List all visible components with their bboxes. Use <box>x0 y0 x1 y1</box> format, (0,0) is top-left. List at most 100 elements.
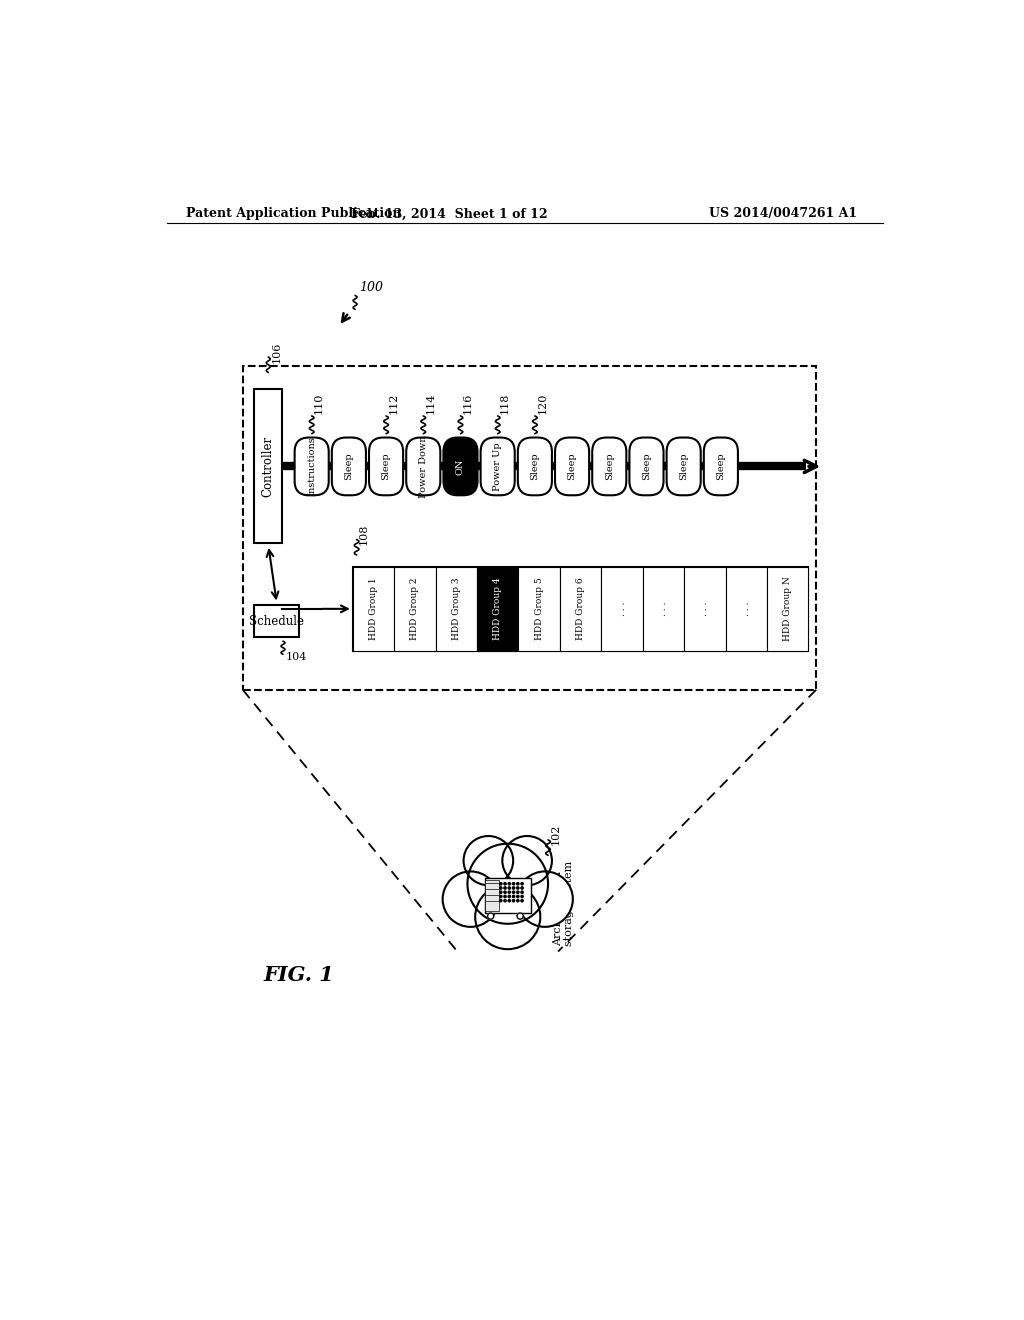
Bar <box>726 566 767 651</box>
Text: 120: 120 <box>538 392 547 413</box>
Text: 112: 112 <box>388 392 398 413</box>
Text: Sleep: Sleep <box>717 453 725 480</box>
FancyBboxPatch shape <box>407 437 440 495</box>
Circle shape <box>512 883 515 884</box>
Circle shape <box>508 887 510 890</box>
Circle shape <box>517 899 519 902</box>
Circle shape <box>504 887 506 890</box>
Text: . . .: . . . <box>659 602 668 616</box>
Bar <box>560 566 601 651</box>
Text: 102: 102 <box>550 824 560 845</box>
Circle shape <box>517 913 523 919</box>
Circle shape <box>464 836 513 886</box>
Circle shape <box>500 891 502 894</box>
Text: Sleep: Sleep <box>605 453 613 480</box>
Text: 114: 114 <box>426 392 435 413</box>
Text: 108: 108 <box>359 524 369 545</box>
Text: Sleep: Sleep <box>642 453 651 480</box>
FancyBboxPatch shape <box>667 437 700 495</box>
Text: Sleep: Sleep <box>344 453 353 480</box>
Circle shape <box>517 871 572 927</box>
Bar <box>435 566 477 651</box>
Text: 116: 116 <box>463 392 473 413</box>
Text: FIG. 1: FIG. 1 <box>263 965 335 985</box>
Bar <box>767 566 809 651</box>
Text: 110: 110 <box>314 392 324 413</box>
Text: 104: 104 <box>286 652 307 663</box>
Bar <box>352 566 809 651</box>
Circle shape <box>508 899 510 902</box>
Text: Sleep: Sleep <box>567 453 577 480</box>
Circle shape <box>517 883 519 884</box>
Circle shape <box>500 899 502 902</box>
FancyBboxPatch shape <box>443 437 477 495</box>
Circle shape <box>467 843 548 924</box>
Text: Instructions: Instructions <box>307 437 316 496</box>
Circle shape <box>521 887 523 890</box>
Text: . . .: . . . <box>741 602 751 616</box>
Circle shape <box>504 883 506 884</box>
Bar <box>485 880 500 911</box>
Text: HDD Group 5: HDD Group 5 <box>535 577 544 640</box>
Bar <box>254 389 283 544</box>
Text: Archival data
storage system: Archival data storage system <box>553 861 574 946</box>
Text: Power Down: Power Down <box>419 436 428 498</box>
Circle shape <box>508 891 510 894</box>
FancyBboxPatch shape <box>480 437 515 495</box>
FancyBboxPatch shape <box>518 437 552 495</box>
Circle shape <box>517 891 519 894</box>
Text: Sleep: Sleep <box>679 453 688 480</box>
Circle shape <box>521 895 523 898</box>
FancyBboxPatch shape <box>630 437 664 495</box>
Circle shape <box>508 883 510 884</box>
Bar <box>477 566 518 651</box>
Bar <box>352 566 394 651</box>
Circle shape <box>521 891 523 894</box>
Text: Patent Application Publication: Patent Application Publication <box>186 207 401 220</box>
FancyBboxPatch shape <box>369 437 403 495</box>
FancyBboxPatch shape <box>592 437 627 495</box>
Bar <box>518 566 560 651</box>
Circle shape <box>512 891 515 894</box>
Text: ON: ON <box>456 458 465 475</box>
Bar <box>684 566 726 651</box>
Bar <box>254 605 299 638</box>
Text: HDD Group 3: HDD Group 3 <box>452 578 461 640</box>
FancyBboxPatch shape <box>555 437 589 495</box>
Text: 106: 106 <box>271 342 282 363</box>
Text: Sleep: Sleep <box>382 453 390 480</box>
Text: Controller: Controller <box>262 436 274 496</box>
Text: . . .: . . . <box>700 602 710 616</box>
FancyBboxPatch shape <box>332 437 366 495</box>
Bar <box>484 878 531 913</box>
Circle shape <box>500 887 502 890</box>
Circle shape <box>512 895 515 898</box>
Circle shape <box>487 913 494 919</box>
Circle shape <box>500 883 502 884</box>
Text: Power Up: Power Up <box>494 442 502 491</box>
Circle shape <box>508 895 510 898</box>
Bar <box>601 566 643 651</box>
Circle shape <box>503 836 552 886</box>
Bar <box>243 367 816 689</box>
Circle shape <box>517 895 519 898</box>
Text: HDD Group 1: HDD Group 1 <box>369 578 378 640</box>
Circle shape <box>521 883 523 884</box>
Bar <box>643 566 684 651</box>
Circle shape <box>512 887 515 890</box>
Text: 118: 118 <box>500 392 510 413</box>
Bar <box>394 566 435 651</box>
Circle shape <box>504 895 506 898</box>
Text: Schedule: Schedule <box>249 615 304 628</box>
Text: HDD Group 4: HDD Group 4 <box>494 578 502 640</box>
Text: Feb. 13, 2014  Sheet 1 of 12: Feb. 13, 2014 Sheet 1 of 12 <box>351 207 548 220</box>
Text: HDD Group N: HDD Group N <box>783 577 793 642</box>
Text: US 2014/0047261 A1: US 2014/0047261 A1 <box>710 207 857 220</box>
Circle shape <box>521 899 523 902</box>
FancyBboxPatch shape <box>295 437 329 495</box>
Circle shape <box>500 895 502 898</box>
Text: HDD Group 6: HDD Group 6 <box>577 578 585 640</box>
Circle shape <box>504 891 506 894</box>
Text: . . .: . . . <box>617 602 627 616</box>
Text: 100: 100 <box>359 281 383 294</box>
